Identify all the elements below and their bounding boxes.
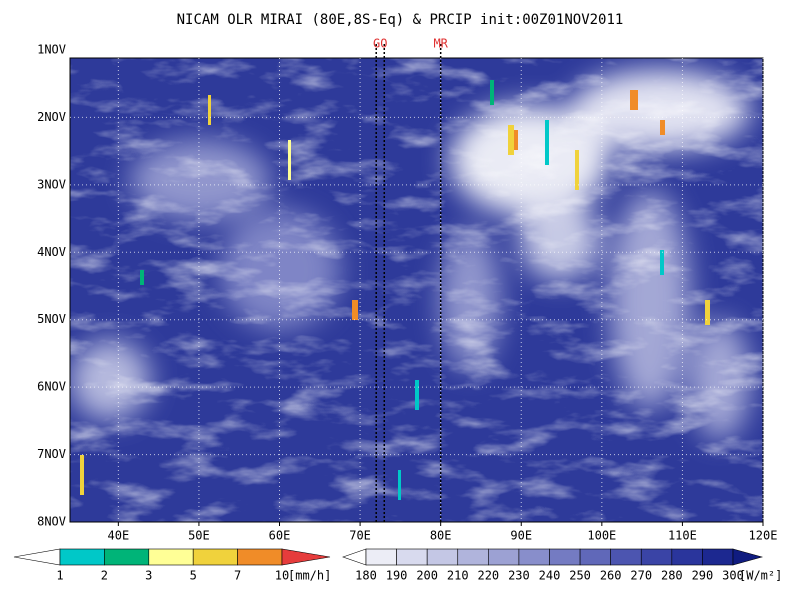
x-tick-label: 110E [668,529,697,543]
colorbar-label: 210 [447,569,469,583]
y-tick-label: 4NOV [37,245,66,259]
colorbar-label: 180 [355,569,377,583]
colorbar-unit: [W/m²] [739,569,782,583]
colorbar-box [396,548,428,566]
colorbar-label: 250 [569,569,591,583]
y-tick-label: 5NOV [37,312,66,326]
colorbar-box [610,548,642,566]
y-tick-label: 7NOV [37,447,66,461]
x-tick-label: 90E [510,529,532,543]
colorbar-box [671,548,703,566]
colorbar-label: 240 [539,569,561,583]
colorbar-label: 7 [234,569,241,583]
colorbar-box [365,548,397,566]
colorbar-label: 300 [722,569,744,583]
colorbar-box [237,548,283,566]
colorbar-label: 3 [145,569,152,583]
colorbar-box [640,548,673,566]
colorbar-label: 280 [661,569,683,583]
colorbar-box [192,548,238,566]
colorbar-box [148,548,194,566]
y-tick-label: 1NOV [37,43,66,57]
x-tick-label: 60E [269,529,291,543]
colorbar-label: 200 [416,569,438,583]
x-tick-label: 70E [349,529,371,543]
colorbar-label: 270 [630,569,652,583]
colorbar-box [549,548,581,566]
colorbar-label: 220 [477,569,499,583]
colorbar-label: 5 [190,569,197,583]
colorbar-label: 260 [600,569,622,583]
chart-title: NICAM OLR MIRAI (80E,8S-Eq) & PRCIP init… [177,12,624,28]
colorbar-label: 1 [56,569,63,583]
colorbar-end [281,548,331,566]
colorbar-box [488,548,520,566]
colorbar-box [104,548,150,566]
olr-field [70,58,763,522]
colorbar-label: 2 [101,569,108,583]
y-tick-label: 2NOV [37,110,66,124]
colorbar-end [342,548,367,566]
colorbar-end [732,548,764,566]
colorbar-box [518,548,550,566]
y-tick-label: 8NOV [37,515,66,529]
x-tick-label: 50E [188,529,210,543]
colorbar-box [59,548,105,566]
x-tick-label: 40E [108,529,130,543]
marker-label: GO [373,37,387,51]
colorbar-box [426,548,459,566]
x-tick-label: 100E [587,529,616,543]
colorbar-box [457,548,489,566]
colorbar-label: 10 [275,569,289,583]
y-tick-label: 3NOV [37,177,66,191]
colorbar-end [13,548,61,566]
colorbar-box [702,548,734,566]
marker-label: MR [433,37,448,51]
colorbar-label: 190 [386,569,408,583]
colorbar-unit: [mm/h] [288,569,331,583]
x-tick-label: 120E [749,529,778,543]
x-tick-label: 80E [430,529,452,543]
colorbar-label: 290 [692,569,714,583]
precip-spots [80,80,710,500]
y-tick-label: 6NOV [37,380,66,394]
colorbar-label: 230 [508,569,530,583]
colorbar-box [579,548,611,566]
